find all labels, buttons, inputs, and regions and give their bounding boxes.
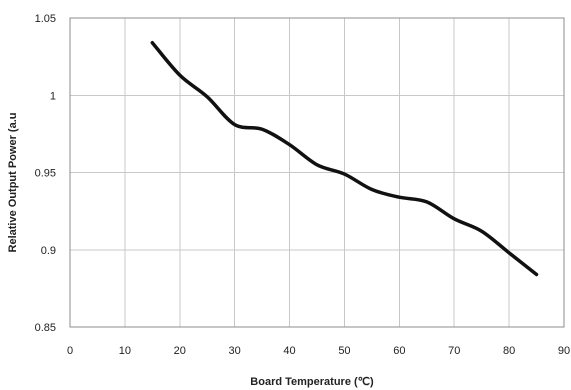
y-axis-tick-labels: 0.85 0.9 0.95 1 1.05	[35, 13, 56, 334]
x-axis-title: Board Temperature (℃)	[250, 376, 374, 388]
y-tick-label: 1	[50, 90, 56, 102]
x-tick-label: 20	[174, 345, 186, 357]
y-tick-label: 0.85	[35, 322, 56, 334]
x-tick-label: 80	[503, 345, 515, 357]
y-axis-title: Relative Output Power (a.u	[7, 113, 19, 253]
x-tick-label: 70	[448, 345, 460, 357]
x-tick-label: 40	[283, 345, 295, 357]
y-tick-label: 1.05	[35, 13, 56, 25]
x-tick-label: 0	[67, 345, 73, 357]
x-tick-label: 60	[393, 345, 405, 357]
y-tick-label: 0.9	[41, 245, 56, 257]
x-tick-label: 50	[338, 345, 350, 357]
gridlines	[70, 18, 564, 327]
x-tick-label: 90	[558, 345, 570, 357]
x-tick-label: 30	[229, 345, 241, 357]
y-tick-label: 0.95	[35, 168, 56, 180]
x-axis-tick-labels: 0 10 20 30 40 50 60 70 80 90	[67, 345, 570, 357]
x-tick-label: 10	[119, 345, 131, 357]
